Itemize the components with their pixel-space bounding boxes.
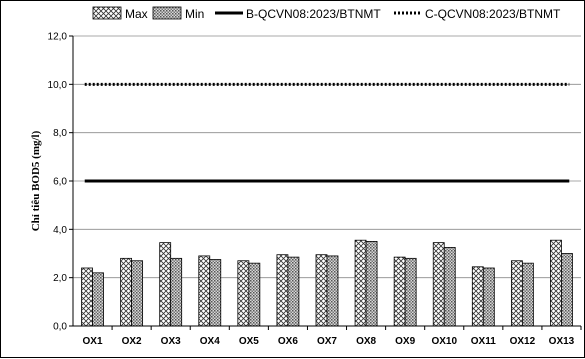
- x-tick-label: OX11: [471, 336, 496, 347]
- bar-max: [354, 239, 367, 327]
- bar-min: [287, 256, 300, 327]
- bar-max: [81, 267, 93, 327]
- x-tick-label: OX1: [83, 336, 103, 347]
- bar-max: [120, 257, 133, 327]
- y-tick-label: 10,0: [48, 80, 68, 91]
- gridlines: [73, 35, 581, 279]
- x-tick-labels: OX1 OX2 OX3 OX4 OX5 OX6 OX7 OX8 OX9 OX10 OX11 OX12 O…: [83, 326, 582, 347]
- bar-max: [432, 242, 445, 327]
- bar-min: [561, 253, 573, 327]
- legend-swatch-max: [92, 6, 122, 20]
- bar-max: [315, 254, 328, 327]
- bar-min: [209, 259, 222, 327]
- legend-label-max: Max: [125, 7, 148, 21]
- x-tick-label: OX2: [122, 336, 142, 347]
- bar-min: [248, 262, 261, 327]
- x-tick-label: OX3: [161, 336, 181, 347]
- y-tick-label: 0,0: [53, 322, 67, 333]
- bar-min: [326, 255, 339, 327]
- x-tick-label: OX9: [395, 336, 415, 347]
- x-tick-label: OX13: [549, 336, 575, 347]
- bar-max: [198, 255, 211, 327]
- y-tick-label: 4,0: [53, 225, 67, 236]
- bar-max: [471, 266, 484, 327]
- x-tick-label: OX10: [431, 336, 457, 347]
- bar-min: [170, 257, 183, 327]
- x-tick-label: OX4: [200, 336, 220, 347]
- y-tick-label: 12,0: [48, 32, 68, 43]
- reference-lines: [84, 82, 570, 183]
- x-tick-label: OX7: [317, 336, 337, 347]
- bar-min: [404, 257, 417, 327]
- bar-min: [482, 267, 495, 327]
- legend: Max Min B-QCVN08:2023/BTNMT C-QCVN08:202…: [92, 6, 561, 21]
- bars: [81, 239, 573, 327]
- bar-min: [131, 260, 144, 327]
- y-tick-label: 8,0: [53, 128, 67, 139]
- x-tick-label: OX6: [278, 336, 298, 347]
- bar-max: [550, 239, 562, 327]
- y-tick-label: 6,0: [53, 177, 67, 188]
- y-tick-label: 2,0: [53, 273, 67, 284]
- legend-label-c-line: C-QCVN08:2023/BTNMT: [425, 7, 561, 21]
- bar-max: [237, 260, 250, 327]
- x-tick-label: OX5: [239, 336, 259, 347]
- bar-min: [443, 247, 456, 327]
- bar-max: [276, 254, 289, 327]
- legend-label-b-line: B-QCVN08:2023/BTNMT: [246, 7, 381, 21]
- y-tick-labels: 0,0 2,0 4,0 6,0 8,0 10,0 12,0: [48, 32, 73, 333]
- x-tick-label: OX12: [510, 336, 536, 347]
- bar-min: [92, 272, 104, 327]
- bar-max: [510, 260, 523, 327]
- x-tick-label: OX8: [356, 336, 376, 347]
- bar-max: [159, 242, 172, 327]
- legend-swatch-min: [152, 6, 182, 20]
- legend-label-min: Min: [185, 7, 204, 21]
- bar-min: [365, 241, 378, 327]
- bar-min: [521, 262, 534, 327]
- bar-max: [393, 256, 406, 327]
- y-axis-title: Chỉ tiêu BOD5 (mg/l): [30, 130, 42, 231]
